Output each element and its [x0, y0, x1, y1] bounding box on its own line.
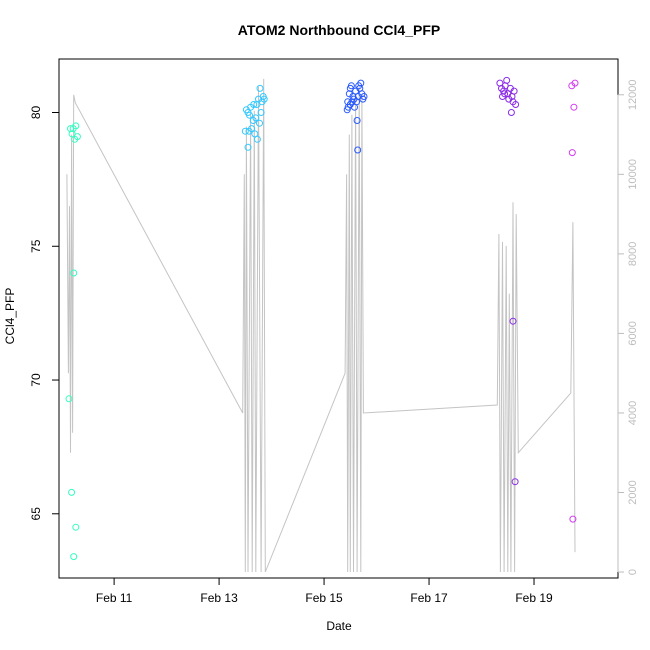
data-point: [253, 135, 261, 143]
data-point: [65, 395, 73, 403]
y2-tick-label: 12000: [627, 79, 639, 110]
x-tick-label: Feb 11: [96, 591, 133, 605]
data-point: [70, 269, 78, 277]
chart-title: ATOM2 Northbound CCl4_PFP: [238, 22, 440, 38]
data-point: [501, 90, 509, 98]
x-axis: Feb 11 Feb 13 Feb 15 Feb 17 Feb 19: [96, 577, 553, 605]
y-tick-label: 65: [29, 507, 43, 521]
data-point: [252, 114, 260, 122]
data-point: [256, 119, 263, 127]
y2-tick-label: 2000: [627, 480, 639, 504]
data-point: [353, 117, 361, 124]
data-point: [351, 103, 358, 111]
y-tick-label: 70: [29, 373, 43, 387]
x-axis-label: Date: [326, 619, 352, 633]
data-point: [256, 84, 264, 92]
x-tick-label: Feb 15: [305, 591, 343, 605]
secondary-line-layer: [66, 78, 576, 573]
data-point: [510, 87, 518, 95]
y2-axis: 0 2000 4000 6000 8000 10000 12000: [617, 79, 639, 575]
data-point: [507, 109, 515, 116]
data-point: [354, 146, 362, 154]
y-tick-label: 75: [29, 239, 43, 253]
data-point: [570, 103, 578, 111]
y-tick-label: 80: [29, 106, 43, 120]
y2-tick-label: 0: [627, 569, 639, 575]
data-point: [245, 127, 253, 135]
x-tick-label: Feb 13: [200, 591, 238, 605]
data-point: [251, 130, 259, 138]
data-point: [512, 101, 520, 108]
x-tick-label: Feb 17: [410, 591, 448, 605]
data-point: [72, 523, 80, 531]
y2-tick-label: 4000: [627, 401, 639, 425]
y-axis: 65 70 75 80: [29, 106, 60, 521]
data-point: [246, 111, 253, 119]
data-point: [343, 106, 351, 114]
secondary-series-line: [66, 78, 576, 573]
data-point: [569, 515, 577, 523]
data-point: [241, 127, 249, 135]
data-point: [72, 122, 80, 130]
y2-tick-label: 8000: [627, 242, 639, 266]
data-point: [348, 98, 356, 106]
data-point: [503, 76, 511, 84]
x-tick-label: Feb 19: [515, 591, 553, 605]
scatter-points: [65, 76, 579, 561]
data-point: [511, 478, 519, 486]
data-point: [70, 553, 78, 561]
data-point: [347, 82, 355, 90]
data-point: [571, 79, 579, 87]
data-point: [355, 82, 363, 90]
data-point: [360, 93, 368, 100]
data-point: [568, 149, 576, 157]
data-point: [260, 95, 268, 103]
data-point: [68, 488, 76, 496]
data-point: [73, 133, 81, 141]
data-point: [509, 317, 517, 325]
y2-tick-label: 10000: [627, 159, 639, 190]
y-axis-label: CCl4_PFP: [3, 288, 17, 345]
y2-tick-label: 6000: [627, 321, 639, 345]
data-point: [257, 109, 265, 116]
data-point: [250, 101, 258, 108]
data-point: [68, 130, 76, 138]
data-point: [244, 143, 252, 151]
